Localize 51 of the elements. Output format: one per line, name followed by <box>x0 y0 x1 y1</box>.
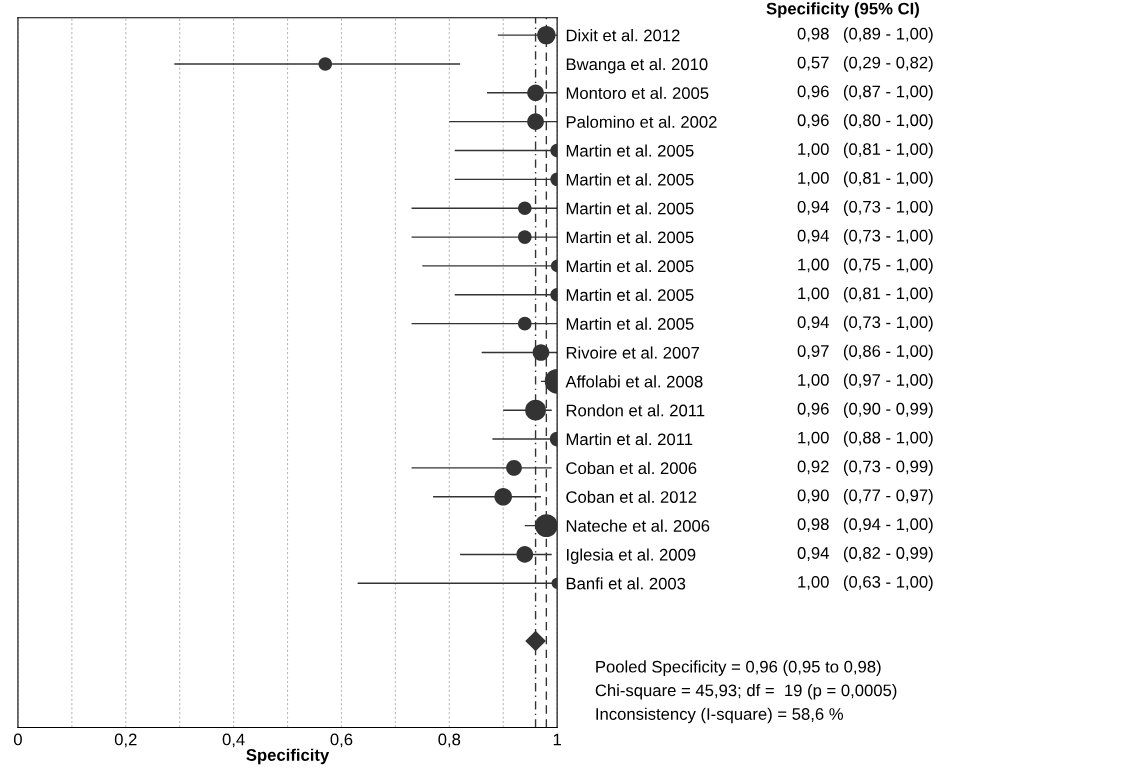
x-tick-label: 0,2 <box>114 733 137 748</box>
data-label: 0,96 (0,90 - 0,99) <box>797 402 933 418</box>
data-label: 1,00 (0,63 - 1,00) <box>798 575 933 592</box>
data-label: 0,94 (0,73 - 1,00) <box>797 200 933 216</box>
x-tick-label: 0,6 <box>330 733 353 748</box>
data-label: 1,00 (0,88 - 1,00) <box>798 431 933 447</box>
x-tick-label: 0,8 <box>438 733 461 748</box>
y-tick-label: Montoro et al. 2005 <box>566 86 709 100</box>
text: Chi-square = 45,93; df = 19 (p = 0,0005) <box>595 684 897 700</box>
data-label: 0,57 (0,29 - 0,82) <box>797 56 933 72</box>
y-tick-label: Martin et al. 2005 <box>566 144 694 157</box>
data-label: 1,00 (0,75 - 1,00) <box>798 258 933 274</box>
text: Pooled Specificity = 0,96 (0,95 to 0,98) <box>596 660 881 676</box>
y-tick-label: Martin et al. 2005 <box>566 259 694 273</box>
x-tick-label: 1 <box>553 733 561 746</box>
data-label: 0,90 (0,77 - 0,97) <box>797 488 933 505</box>
y-tick-label: Martin et al. 2005 <box>566 202 694 215</box>
y-tick-label: Martin et al. 2005 <box>566 288 694 301</box>
y-tick-label: Coban et al. 2006 <box>566 461 697 475</box>
y-tick-label: Palomino et al. 2002 <box>566 115 717 128</box>
y-tick-label: Martin et al. 2005 <box>566 173 694 186</box>
y-tick-label: Coban et al. 2012 <box>566 490 697 503</box>
text: Specificity (95% CI) <box>766 2 919 18</box>
y-tick-label: Affolabi et al. 2008 <box>565 375 703 388</box>
x-axis-title: Specificity <box>246 748 330 765</box>
x-tick-label: 0 <box>13 733 22 746</box>
data-label: 1,00 (0,97 - 1,00) <box>798 373 933 390</box>
y-tick-label: Martin et al. 2005 <box>566 231 694 244</box>
data-label: 0,94 (0,73 - 1,00) <box>797 315 933 332</box>
x-tick-label: 0,4 <box>222 733 245 748</box>
y-tick-label: Nateche et al. 2006 <box>566 519 710 532</box>
data-label: 0,96 (0,80 - 1,00) <box>797 113 933 130</box>
text: Inconsistency (I-square) = 58,6 % <box>596 707 844 724</box>
data-label: 0,98 (0,94 - 1,00) <box>797 517 933 534</box>
y-tick-label: Martin et al. 2011 <box>566 433 693 446</box>
data-label: 1,00 (0,81 - 1,00) <box>798 287 933 303</box>
y-tick-label: Martin et al. 2005 <box>566 317 694 330</box>
data-label: 1,00 (0,81 - 1,00) <box>798 171 933 188</box>
y-tick-label: Bwanga et al. 2010 <box>566 57 708 74</box>
data-label: 0,94 (0,73 - 1,00) <box>797 229 933 245</box>
y-tick-label: Iglesia et al. 2009 <box>567 548 696 564</box>
data-label: 0,92 (0,73 - 0,99) <box>797 460 933 476</box>
y-tick-label: Rivoire et al. 2007 <box>566 346 699 359</box>
data-label: 1,00 (0,81 - 1,00) <box>798 142 933 159</box>
data-label: 0,98 (0,89 - 1,00) <box>797 27 933 43</box>
y-tick-label: Banfi et al. 2003 <box>566 577 686 590</box>
data-label: 0,94 (0,82 - 0,99) <box>797 546 933 563</box>
y-tick-label: Dixit et al. 2012 <box>566 29 680 42</box>
y-tick-label: Rondon et al. 2011 <box>566 404 705 417</box>
data-label: 0,97 (0,86 - 1,00) <box>797 344 933 361</box>
data-label: 0,96 (0,87 - 1,00) <box>797 85 933 101</box>
